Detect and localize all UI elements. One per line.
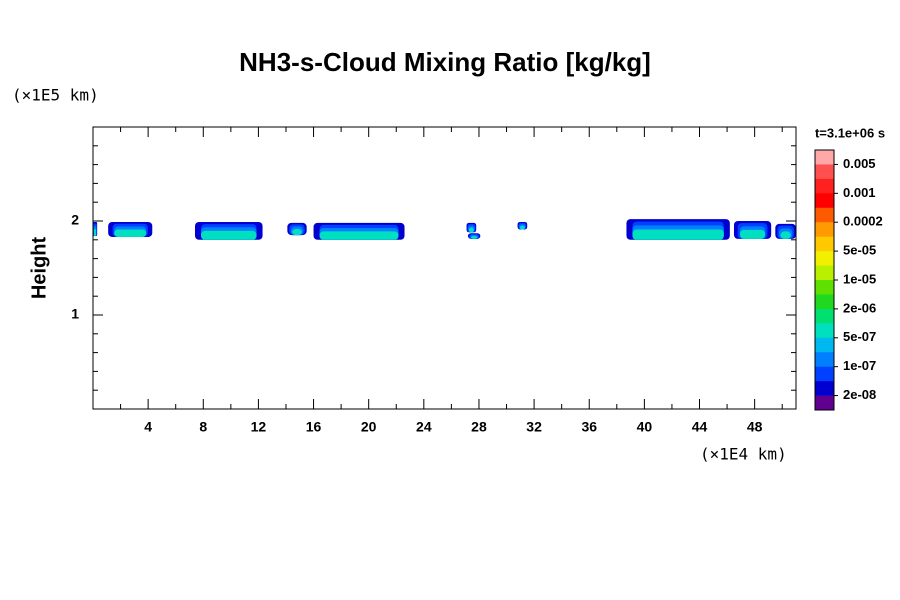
colorbar-swatch (815, 236, 834, 252)
y-axis-label: Height (28, 237, 50, 300)
colorbar-swatch (815, 337, 834, 353)
colorbar-swatch (815, 164, 834, 180)
x-unit: (×1E4 km) (700, 445, 787, 464)
colorbar-label: 2e-08 (843, 387, 876, 402)
x-tick-label: 12 (251, 419, 267, 435)
chart-title: NH3-s-Cloud Mixing Ratio [kg/kg] (239, 47, 651, 77)
colorbar-swatch (815, 395, 834, 411)
colorbar-swatch (815, 150, 834, 165)
x-tick-label: 40 (637, 419, 653, 435)
cloud-patch (632, 229, 724, 240)
colorbar-swatch (815, 178, 834, 194)
colorbar-label: 1e-07 (843, 358, 876, 373)
x-tick-label: 24 (416, 419, 432, 435)
cloud-patch (468, 227, 474, 233)
colorbar-swatch (815, 294, 834, 310)
cloud-patch (519, 225, 525, 230)
plot-frame (92, 126, 797, 410)
colorbar-swatch (815, 308, 834, 324)
colorbar-swatch (815, 366, 834, 382)
x-tick-label: 16 (306, 419, 322, 435)
x-tick-label: 36 (581, 419, 597, 435)
colorbar-swatch (815, 280, 834, 295)
colorbar-label: 5e-07 (843, 329, 876, 344)
colorbar-swatch (815, 352, 834, 367)
cloud-patch (114, 229, 147, 237)
colorbar-swatch (815, 381, 834, 396)
colorbar-label: 0.001 (843, 185, 876, 200)
colorbar-swatch (815, 323, 834, 339)
colorbar-label: 1e-05 (843, 271, 876, 286)
colorbar-label: 0.005 (843, 156, 876, 171)
cloud-patch (739, 229, 766, 239)
colorbar-label: 2e-06 (843, 300, 876, 315)
colorbar-title: t=3.1e+06 s (815, 125, 885, 140)
x-tick-label: 20 (361, 419, 377, 435)
cloud-patch (201, 230, 257, 240)
y-tick-label: 2 (71, 212, 79, 228)
colorbar-swatch (815, 251, 834, 266)
colorbar-swatch (815, 222, 834, 237)
y-unit: (×1E5 km) (12, 86, 99, 105)
colorbar-label: 5e-05 (843, 243, 876, 258)
x-tick-label: 44 (692, 419, 708, 435)
x-tick-label: 8 (199, 419, 207, 435)
colorbar-label: 0.0002 (843, 214, 883, 229)
colorbar-swatch (815, 193, 834, 209)
cloud-patch (471, 236, 478, 239)
cloud-patch (94, 228, 97, 237)
y-tick-label: 1 (71, 306, 79, 322)
x-tick-label: 48 (747, 419, 763, 435)
x-tick-label: 28 (471, 419, 487, 435)
x-tick-label: 4 (144, 419, 152, 435)
cloud-patch (780, 231, 791, 239)
colorbar-swatch (815, 265, 834, 281)
cloud-patch (319, 231, 399, 240)
colorbar-swatch (815, 207, 834, 223)
x-tick-label: 32 (526, 419, 542, 435)
cloud-patch (292, 228, 302, 236)
